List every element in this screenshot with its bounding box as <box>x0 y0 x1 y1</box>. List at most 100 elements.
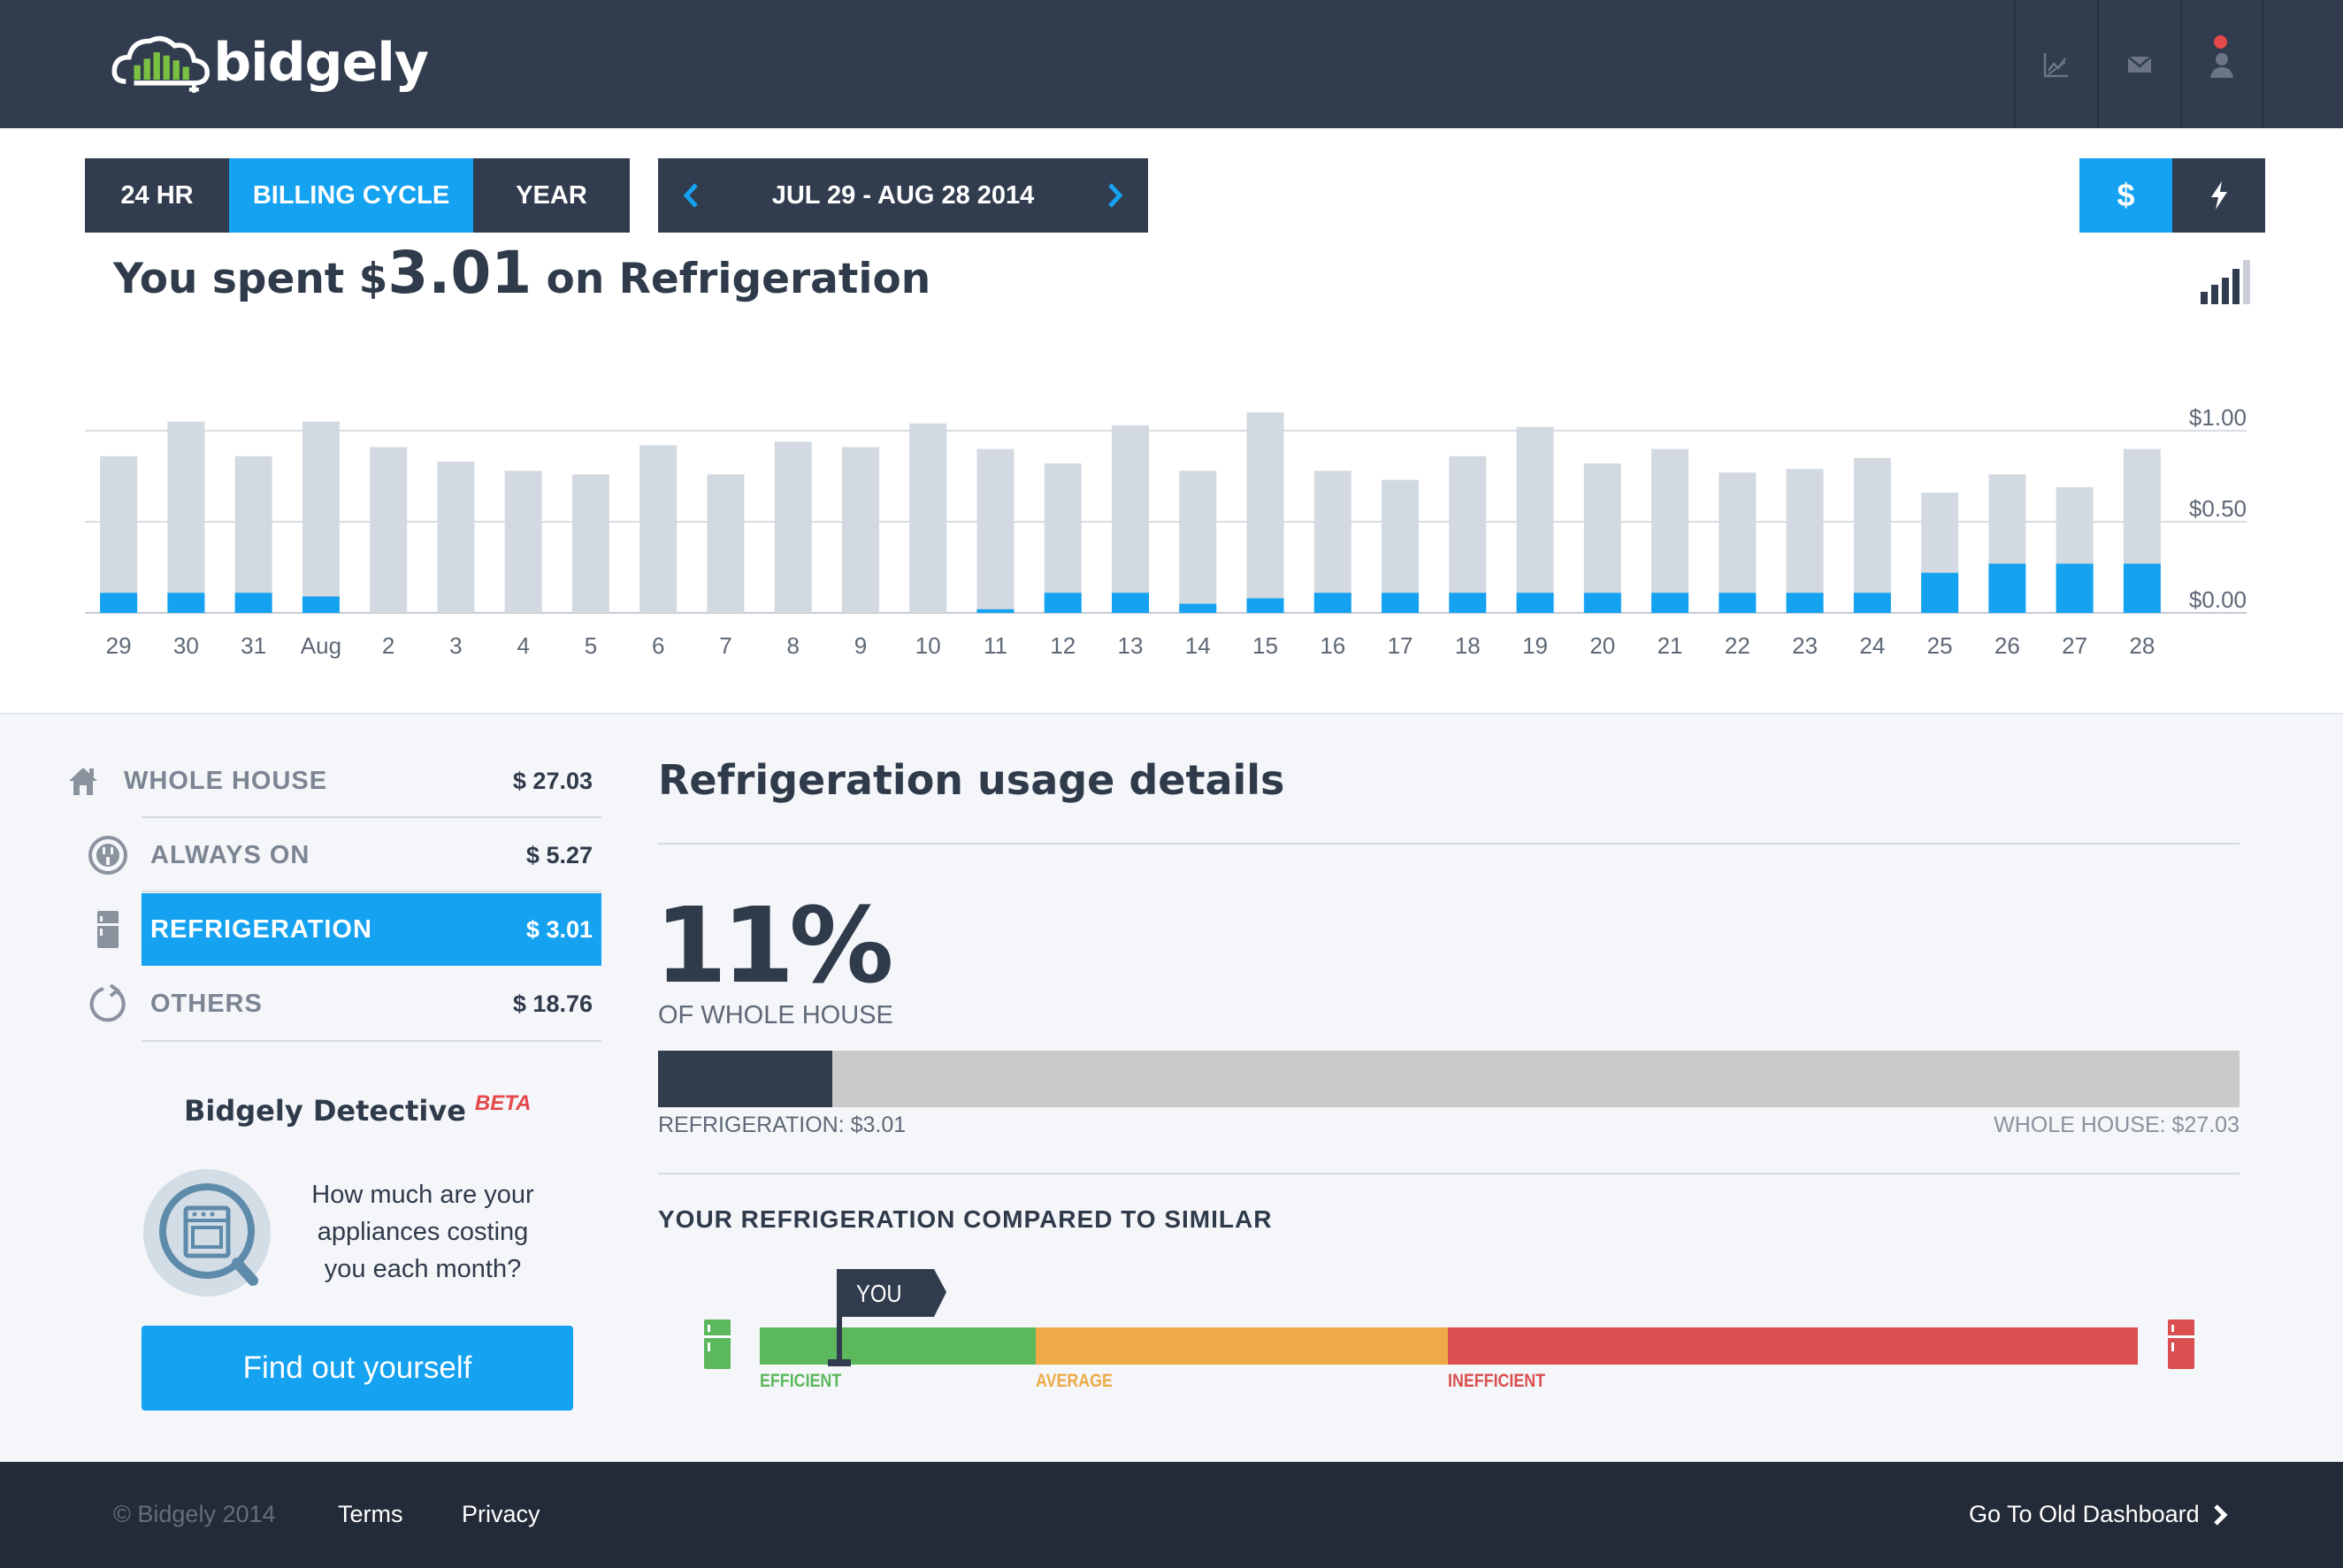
x-tick-label: 19 <box>1522 632 1548 659</box>
share-bar-fill <box>658 1051 832 1107</box>
bar-refrigeration[interactable] <box>1651 593 1689 613</box>
bar-refrigeration[interactable] <box>1044 593 1082 613</box>
dollar-unit-button[interactable]: $ <box>2079 158 2172 233</box>
bar-total[interactable] <box>1583 463 1621 613</box>
bar-total[interactable] <box>1246 412 1284 613</box>
bar-total[interactable] <box>1719 472 1757 613</box>
bar-total[interactable] <box>1313 470 1351 613</box>
detective-title: Bidgely Detective BETA <box>184 1091 531 1128</box>
bar-refrigeration[interactable] <box>2123 563 2161 613</box>
cloud-logo-icon <box>111 35 210 93</box>
bar-refrigeration[interactable] <box>1179 603 1217 613</box>
bar-total[interactable] <box>707 474 745 613</box>
bar-total[interactable] <box>100 455 138 613</box>
x-tick-label: 13 <box>1118 632 1144 659</box>
bar-total[interactable] <box>1382 479 1420 613</box>
appliance-label: WHOLE HOUSE <box>124 766 328 795</box>
efficiency-scale <box>760 1327 2138 1365</box>
percent-caption: OF WHOLE HOUSE <box>658 1001 893 1029</box>
messages-button[interactable] <box>2097 0 2180 128</box>
next-period-button[interactable] <box>1102 178 1129 213</box>
bar-total[interactable] <box>571 474 609 613</box>
bar-total[interactable] <box>976 448 1015 613</box>
bar-total[interactable] <box>370 447 408 613</box>
bar-refrigeration[interactable] <box>234 593 272 613</box>
bar-refrigeration[interactable] <box>1449 593 1487 613</box>
spend-summary: You spent $3.01 on Refrigeration <box>113 239 930 307</box>
bar-total[interactable] <box>1853 457 1891 613</box>
x-tick-label: 17 <box>1388 632 1413 659</box>
tab-billing-cycle[interactable]: BILLING CYCLE <box>229 158 473 233</box>
find-out-yourself-button[interactable]: Find out yourself <box>142 1326 573 1411</box>
bar-refrigeration[interactable] <box>1853 593 1891 613</box>
bar-total[interactable] <box>1112 425 1149 613</box>
appliance-row-always-on[interactable]: ALWAYS ON $ 5.27 <box>87 819 601 891</box>
chart-view-button[interactable] <box>2014 0 2097 128</box>
bar-refrigeration[interactable] <box>1786 593 1824 613</box>
refrigeration-cost-label: REFRIGERATION: $3.01 <box>658 1113 907 1137</box>
tab-year[interactable]: YEAR <box>473 158 630 233</box>
bar-total[interactable] <box>1449 455 1487 613</box>
privacy-link[interactable]: Privacy <box>462 1501 540 1527</box>
bar-refrigeration[interactable] <box>1988 563 2026 613</box>
bar-refrigeration[interactable] <box>1719 593 1757 613</box>
bar-refrigeration[interactable] <box>1516 593 1554 613</box>
bar-refrigeration[interactable] <box>1246 598 1284 613</box>
bar-total[interactable] <box>1786 469 1824 613</box>
percent-of-house: 11% <box>655 884 893 1006</box>
appliance-value: $ 5.27 <box>525 841 593 868</box>
bar-total[interactable] <box>504 470 542 613</box>
bar-total[interactable] <box>1516 426 1554 613</box>
top-header: bidgely <box>0 0 2343 128</box>
bar-total[interactable] <box>302 421 340 613</box>
bar-total[interactable] <box>234 455 272 613</box>
date-range-label: JUL 29 - AUG 28 2014 <box>771 180 1035 210</box>
bar-total[interactable] <box>774 441 812 613</box>
average-label: AVERAGE <box>1036 1371 1113 1391</box>
y-tick-label: $0.00 <box>2189 586 2247 613</box>
x-tick-label: 27 <box>2062 632 2087 659</box>
bar-total[interactable] <box>1044 463 1082 613</box>
x-tick-label: 23 <box>1792 632 1818 659</box>
appliance-row-whole-house[interactable]: WHOLE HOUSE $ 27.03 <box>62 745 601 817</box>
x-tick-label: 4 <box>517 632 529 659</box>
bar-refrigeration[interactable] <box>167 593 205 613</box>
appliance-row-refrigeration[interactable]: REFRIGERATION $ 3.01 <box>87 893 601 966</box>
terms-link[interactable]: Terms <box>338 1501 403 1527</box>
tab-24-hr[interactable]: 24 HR <box>85 158 229 233</box>
profile-button[interactable] <box>2180 0 2263 128</box>
previous-period-button[interactable] <box>678 178 704 213</box>
bar-refrigeration[interactable] <box>1382 593 1420 613</box>
bar-refrigeration[interactable] <box>976 608 1015 613</box>
time-range-tabs: 24 HR BILLING CYCLE YEAR <box>85 158 630 233</box>
chevron-left-icon <box>683 183 698 208</box>
bar-total[interactable] <box>1651 448 1689 613</box>
flag-icon <box>828 1269 946 1366</box>
bar-chart-type-icon[interactable] <box>2199 258 2261 304</box>
x-tick-label: 5 <box>585 632 597 659</box>
bar-total[interactable] <box>909 423 947 613</box>
bar-refrigeration[interactable] <box>1583 593 1621 613</box>
bar-total[interactable] <box>167 421 205 613</box>
efficient-label: EFFICIENT <box>760 1371 842 1391</box>
divider <box>142 891 601 892</box>
bar-refrigeration[interactable] <box>1313 593 1351 613</box>
bidgely-logo[interactable]: bidgely <box>110 25 429 101</box>
energy-unit-button[interactable] <box>2172 158 2265 233</box>
refresh-icon <box>87 983 129 1025</box>
bar-refrigeration[interactable] <box>1112 593 1149 613</box>
you-marker: YOU <box>823 1267 946 1373</box>
bar-refrigeration[interactable] <box>302 596 340 613</box>
bar-total[interactable] <box>841 447 879 613</box>
bar-total[interactable] <box>437 462 475 613</box>
y-tick-label: $1.00 <box>2189 404 2247 431</box>
x-tick-label: 18 <box>1455 632 1481 659</box>
old-dashboard-link[interactable]: Go To Old Dashboard <box>1969 1501 2228 1528</box>
appliance-row-others[interactable]: OTHERS $ 18.76 <box>87 968 601 1040</box>
bar-total[interactable] <box>639 445 678 613</box>
bar-total[interactable] <box>1179 470 1217 613</box>
efficient-fridge-icon <box>704 1319 731 1369</box>
bar-refrigeration[interactable] <box>100 593 138 613</box>
bar-refrigeration[interactable] <box>2056 563 2094 613</box>
bar-refrigeration[interactable] <box>1921 572 1959 613</box>
